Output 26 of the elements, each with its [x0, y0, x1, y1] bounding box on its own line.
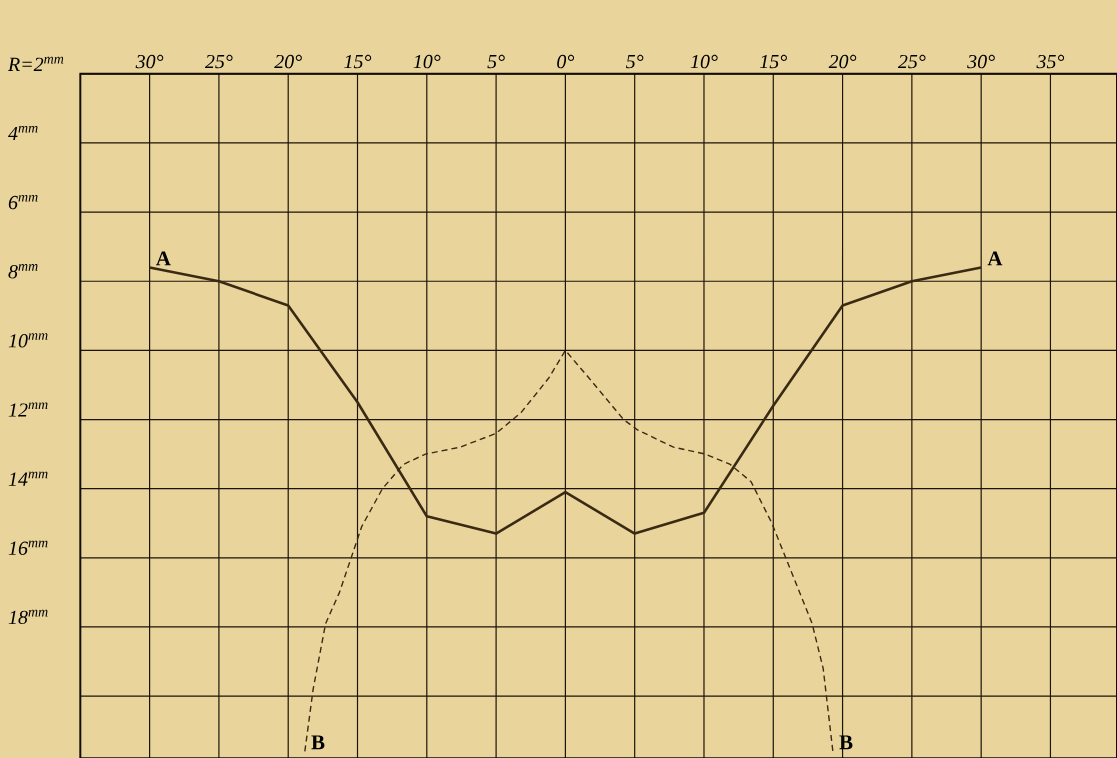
x-tick-label: 10°	[413, 54, 441, 69]
x-tick-label: 10°	[690, 54, 718, 69]
x-tick-label: 30°	[135, 54, 164, 69]
x-tick-label: 5°	[487, 54, 505, 69]
x-tick-label: 15°	[760, 54, 787, 69]
x-tick-label: 30°	[967, 54, 995, 69]
y-tick-label: 14$^{mm}$	[8, 471, 48, 486]
y-tick-label: 18$^{mm}$	[8, 609, 48, 624]
y-tick-label: 6$^{mm}$	[8, 194, 38, 210]
x-tick-label: 25°	[897, 54, 926, 69]
annotation: B	[311, 735, 325, 750]
x-tick-label: 0°	[557, 54, 575, 69]
x-tick-label: 5°	[626, 54, 644, 69]
y-tick-label: 12$^{mm}$	[8, 402, 48, 417]
y-tick-label: R=2$^{mm}$	[7, 56, 64, 71]
y-tick-label: 10$^{mm}$	[8, 333, 48, 348]
y-tick-label: 16$^{mm}$	[8, 540, 48, 555]
x-tick-label: 25°	[204, 54, 233, 69]
x-tick-label: 20°	[828, 54, 857, 69]
x-tick-label: 15°	[344, 54, 372, 69]
y-tick-label: 4$^{mm}$	[8, 125, 38, 140]
x-tick-label: 35°	[1036, 54, 1065, 69]
annotation: A	[987, 251, 1003, 266]
y-tick-label: 8$^{mm}$	[8, 263, 38, 279]
x-tick-label: 20°	[274, 54, 302, 69]
annotation: A	[156, 251, 171, 266]
